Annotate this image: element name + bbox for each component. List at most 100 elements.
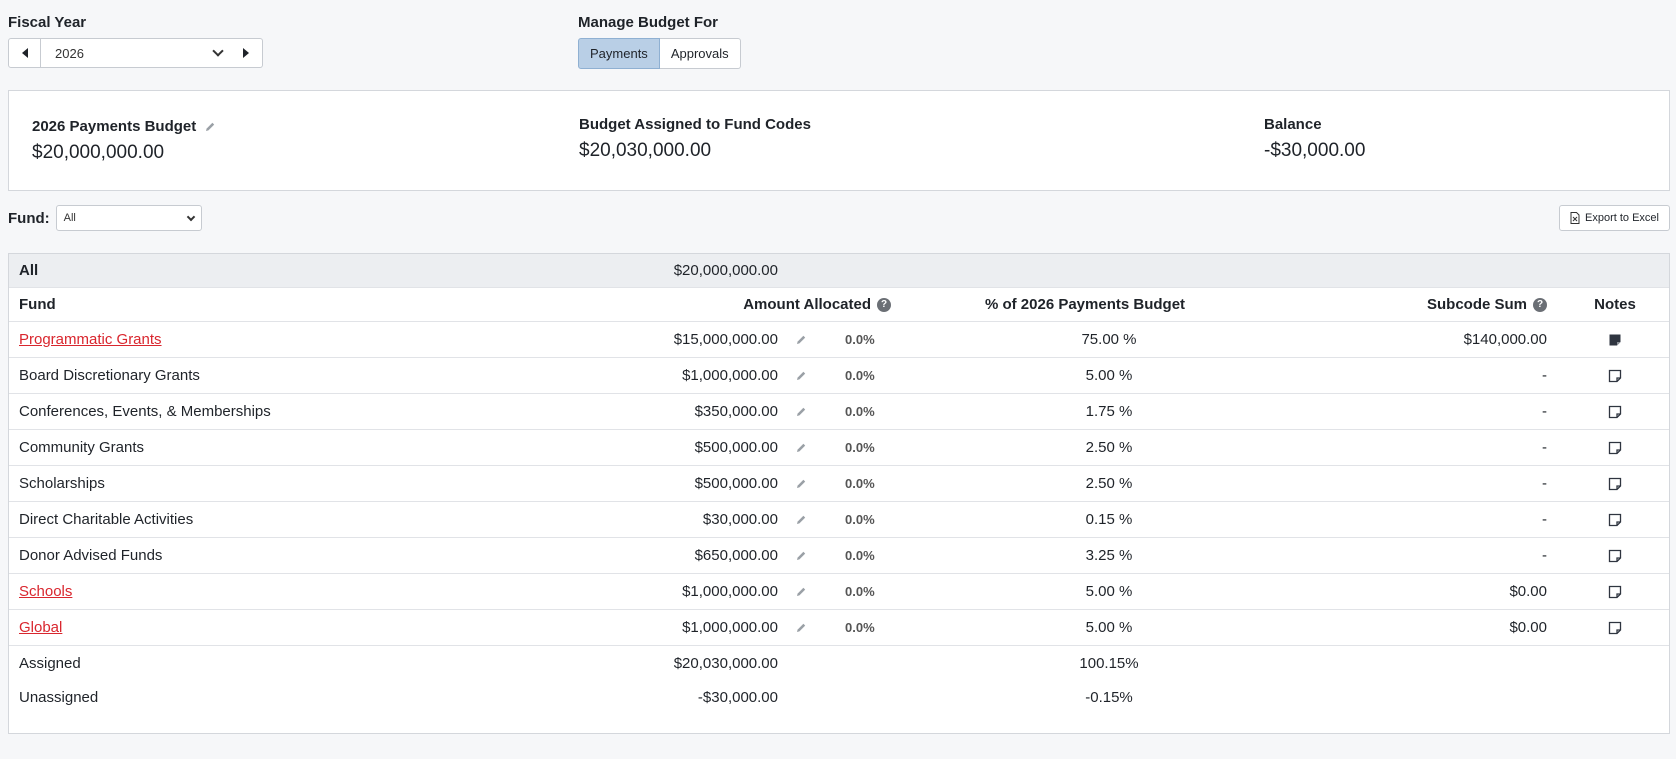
fund-select-value: All — [63, 212, 76, 224]
header-notes: Notes — [1594, 296, 1636, 313]
unassigned-row: Unassigned -$30,000.00 -0.15% — [9, 680, 1669, 714]
amount-allocated: $1,000,000.00 — [682, 619, 778, 636]
note-icon[interactable] — [1608, 621, 1622, 635]
subcode-pct: 0.0% — [845, 476, 875, 491]
header-amount: Amount Allocated ? — [743, 288, 891, 321]
table-header-row: Fund Amount Allocated ? % of 2026 Paymen… — [9, 288, 1669, 322]
fiscal-year-block: Fiscal Year 2026 — [8, 14, 263, 68]
table-row: Direct Charitable Activities $30,000.00 0.… — [9, 502, 1669, 538]
fund-name[interactable]: Global — [19, 619, 63, 636]
subcode-pct: 0.0% — [845, 584, 875, 599]
subcode-pct: 0.0% — [845, 332, 875, 347]
assigned-title: Budget Assigned to Fund Codes — [579, 116, 811, 133]
table-row: Scholarships $500,000.00 0.0% 2.50 % - — [9, 466, 1669, 502]
file-excel-icon — [1570, 212, 1580, 224]
note-icon[interactable] — [1608, 477, 1622, 491]
prev-year-button[interactable] — [8, 38, 41, 68]
budget-pct: 2.50 % — [1085, 439, 1133, 456]
export-label: Export to Excel — [1585, 212, 1659, 224]
balance-value: -$30,000.00 — [1264, 140, 1366, 161]
subcode-sum: - — [1542, 403, 1547, 420]
fund-filter-label: Fund: — [8, 209, 50, 227]
payments-budget-value: $20,000,000.00 — [32, 142, 165, 163]
fiscal-year-select[interactable]: 2026 — [41, 38, 230, 68]
note-icon[interactable] — [1608, 405, 1622, 419]
unassigned-pct: -0.15% — [1085, 688, 1133, 706]
subcode-pct: 0.0% — [845, 404, 875, 419]
subcode-pct: 0.0% — [845, 548, 875, 563]
fund-name[interactable]: Programmatic Grants — [19, 331, 162, 348]
fund-filter: Fund: All — [8, 205, 202, 231]
pencil-icon[interactable] — [795, 586, 807, 598]
subcode-sum: - — [1542, 367, 1547, 384]
subcode-pct: 0.0% — [845, 368, 875, 383]
manage-budget-block: Manage Budget For Payments Approvals — [578, 14, 741, 69]
caret-right-icon — [243, 48, 249, 58]
amount-allocated: $1,000,000.00 — [682, 367, 778, 384]
subcode-sum: $0.00 — [1509, 619, 1547, 636]
fund-name: Community Grants — [19, 439, 145, 456]
note-icon[interactable] — [1608, 369, 1622, 383]
pencil-icon[interactable] — [795, 442, 807, 454]
chevron-down-icon — [186, 212, 195, 221]
next-year-button[interactable] — [230, 38, 263, 68]
pencil-icon[interactable] — [795, 334, 807, 346]
header-pct: % of 2026 Payments Budget — [984, 296, 1186, 313]
pencil-icon[interactable] — [795, 406, 807, 418]
header-subcode-label: Subcode Sum — [1426, 296, 1527, 313]
pencil-icon[interactable] — [204, 121, 216, 133]
approvals-tab[interactable]: Approvals — [659, 38, 741, 69]
fiscal-year-value: 2026 — [55, 45, 84, 61]
subcode-pct: 0.0% — [845, 440, 875, 455]
assigned-pct: 100.15% — [1079, 654, 1139, 672]
fund-name: Board Discretionary Grants — [19, 367, 200, 384]
header-amount-label: Amount Allocated — [743, 296, 871, 313]
help-circle-icon[interactable]: ? — [877, 297, 891, 312]
balance-summary: Balance -$30,000.00 — [1264, 116, 1365, 162]
subcode-pct: 0.0% — [845, 512, 875, 527]
note-icon[interactable] — [1608, 513, 1622, 527]
pencil-icon[interactable] — [795, 370, 807, 382]
all-amount: $20,000,000.00 — [673, 262, 778, 279]
table-row: Donor Advised Funds $650,000.00 0.0% 3.25 %… — [9, 538, 1669, 574]
fiscal-year-controls: 2026 — [8, 38, 263, 68]
assigned-amount: $20,030,000.00 — [673, 654, 778, 672]
subcode-sum: - — [1542, 547, 1547, 564]
pencil-icon[interactable] — [795, 622, 807, 634]
table-row: Programmatic Grants $15,000,000.00 0.0% 75.… — [9, 322, 1669, 358]
pencil-icon[interactable] — [795, 550, 807, 562]
export-to-excel-button[interactable]: Export to Excel — [1559, 205, 1670, 231]
budget-pct: 5.00 % — [1085, 619, 1133, 636]
note-icon[interactable] — [1608, 585, 1622, 599]
note-icon[interactable] — [1608, 549, 1622, 563]
fund-name: Scholarships — [19, 475, 105, 492]
subcode-sum: - — [1542, 475, 1547, 492]
unassigned-label: Unassigned — [19, 688, 99, 706]
all-label: All — [19, 262, 39, 279]
fund-select[interactable]: All — [55, 205, 202, 231]
caret-left-icon — [21, 48, 28, 58]
subcode-sum: $0.00 — [1509, 583, 1547, 600]
header-fund: Fund — [19, 296, 56, 313]
balance-title: Balance — [1264, 116, 1322, 133]
subcode-sum: $140,000.00 — [1463, 331, 1547, 348]
pencil-icon[interactable] — [795, 514, 807, 526]
fund-name: Direct Charitable Activities — [19, 511, 194, 528]
fund-name[interactable]: Schools — [19, 583, 73, 600]
pencil-icon[interactable] — [795, 478, 807, 490]
assigned-row: Assigned $20,030,000.00 100.15% — [9, 646, 1669, 680]
assigned-summary: Budget Assigned to Fund Codes $20,030,00… — [579, 116, 811, 162]
unassigned-amount: -$30,000.00 — [697, 688, 778, 706]
budget-pct: 0.15 % — [1085, 511, 1133, 528]
payments-budget-title: 2026 Payments Budget — [32, 118, 197, 135]
assigned-label: Assigned — [19, 654, 81, 672]
help-circle-icon[interactable]: ? — [1533, 297, 1547, 312]
note-icon[interactable] — [1608, 441, 1622, 455]
table-row: Conferences, Events, & Memberships $350,0… — [9, 394, 1669, 430]
note-icon[interactable] — [1608, 333, 1622, 347]
payments-tab[interactable]: Payments — [578, 38, 660, 69]
fund-name: Conferences, Events, & Memberships — [19, 403, 271, 420]
budget-type-toggle: Payments Approvals — [578, 38, 741, 69]
table-row: Global $1,000,000.00 0.0% 5.00 % $0.00 — [9, 610, 1669, 646]
amount-allocated: $1,000,000.00 — [682, 583, 778, 600]
